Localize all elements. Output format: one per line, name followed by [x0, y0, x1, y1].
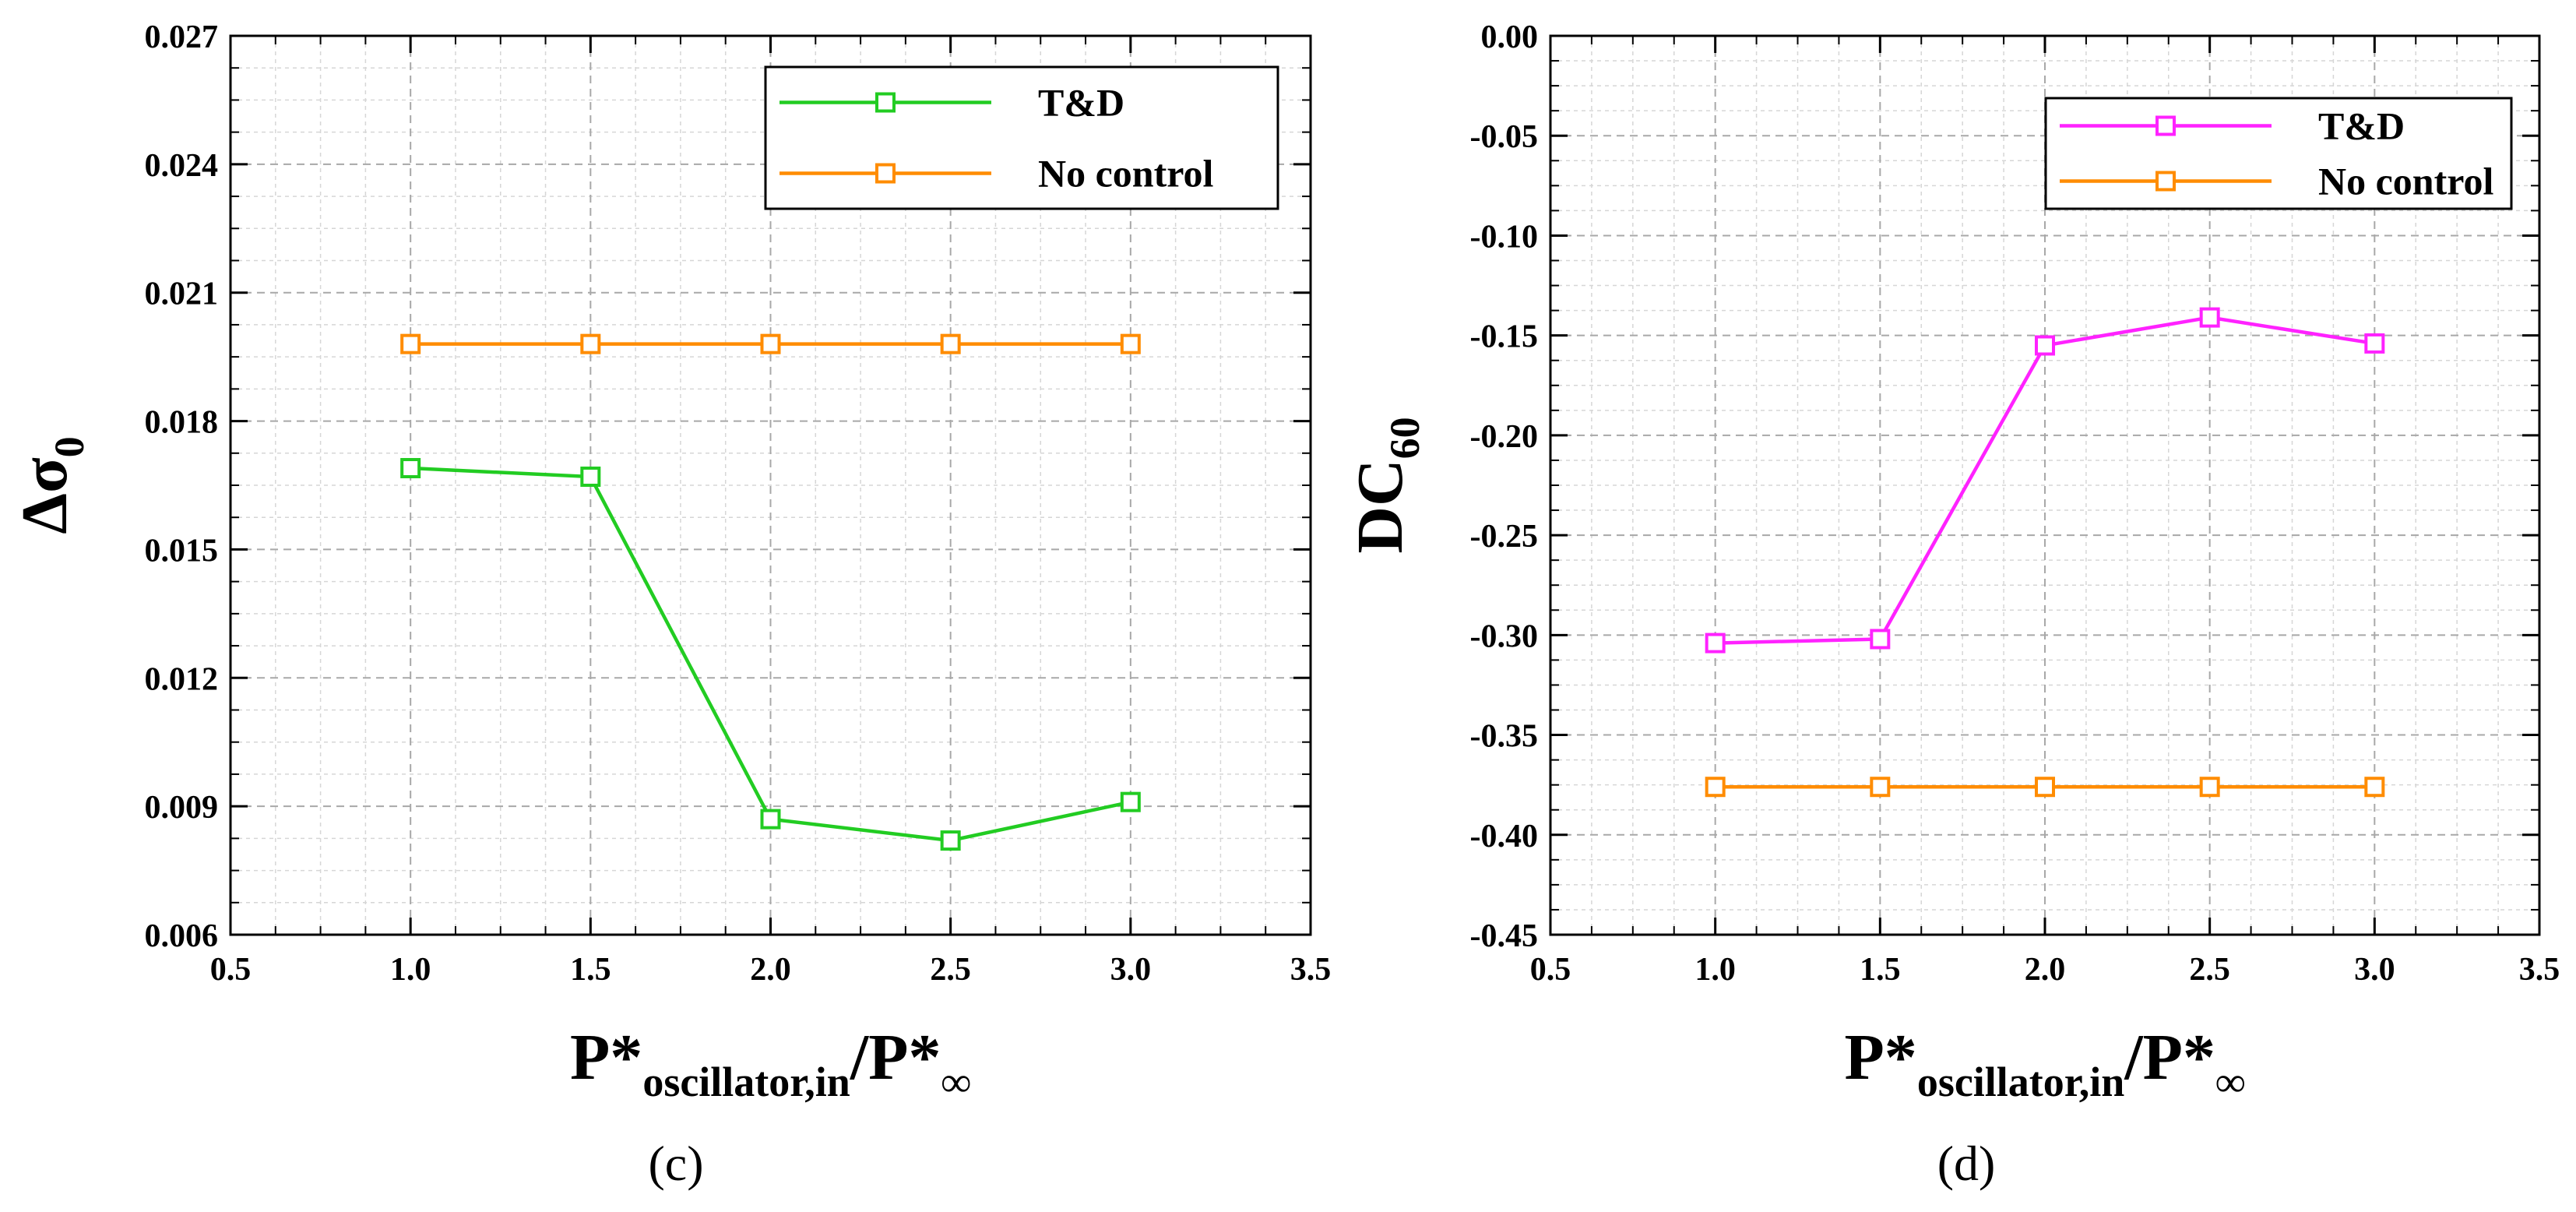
x-tick-label: 3.0: [2354, 952, 2395, 988]
x-tick-label: 3.5: [2519, 952, 2560, 988]
data-point: [1120, 333, 1141, 354]
y-tick-label: 0.006: [145, 918, 219, 954]
chart-panel-c: 0.5 1.0 1.5 2.0 2.5 3.0 3.5 0.006 0.009 0.012 0.01…: [9, 19, 1331, 1191]
x-axis-title-sub2: ∞: [2215, 1059, 2246, 1105]
x-axis-title-mid: /P*: [2124, 1021, 2215, 1094]
data-point: [1705, 632, 1726, 654]
legend-box: [764, 65, 1279, 210]
data-point: [760, 809, 781, 830]
legend-label: No control: [1038, 152, 1214, 196]
x-tick-label: 1.5: [1860, 952, 1901, 988]
x-axis-title: P*oscillator,in/P*∞: [570, 1021, 971, 1105]
series-no-control: [400, 333, 1141, 354]
data-point: [580, 467, 601, 488]
data-point: [1870, 629, 1891, 650]
x-axis-title-mid: /P*: [850, 1021, 941, 1094]
x-tick-label: 2.5: [930, 952, 971, 988]
y-axis-title: Δσ0: [9, 436, 93, 534]
data-point: [1870, 777, 1891, 798]
y-tick-label: -0.30: [1470, 618, 1539, 654]
y-tick-label: 0.009: [145, 790, 219, 826]
x-tick-label: 2.5: [2189, 952, 2230, 988]
panel-label: (d): [1937, 1136, 1996, 1191]
y-tick-label: -0.40: [1470, 819, 1539, 854]
data-point: [940, 830, 961, 851]
series-t-d: [400, 458, 1141, 851]
legend: T&D No control: [764, 65, 1279, 210]
y-tick-label: 0.00: [1481, 19, 1539, 55]
data-point: [1705, 777, 1726, 798]
x-tick-label: 0.5: [210, 952, 252, 988]
data-point: [1120, 791, 1141, 812]
x-tick-label: 3.0: [1110, 952, 1152, 988]
data-point: [2199, 777, 2220, 798]
y-tick-label: -0.25: [1470, 519, 1539, 555]
series-no-control: [1705, 777, 2385, 798]
y-tick-label: -0.20: [1470, 419, 1539, 455]
legend-label: T&D: [1038, 81, 1124, 125]
y-tick-label: -0.05: [1470, 119, 1539, 155]
y-axis-title-main: Δσ: [9, 457, 81, 534]
legend-box: [2044, 97, 2513, 210]
x-tick-label: 0.5: [1530, 952, 1571, 988]
data-point: [2364, 333, 2385, 354]
y-axis-title: DC60: [1344, 417, 1428, 553]
data-point: [2199, 307, 2220, 328]
legend-label: T&D: [2318, 104, 2405, 148]
data-point: [400, 458, 421, 479]
legend-swatch-marker: [2155, 171, 2176, 192]
x-tick-label: 3.5: [1290, 952, 1332, 988]
x-axis-title: P*oscillator,in/P*∞: [1845, 1021, 2246, 1105]
y-tick-label: -0.15: [1470, 319, 1539, 355]
y-tick-label: -0.45: [1470, 918, 1539, 954]
y-axis-title-sub: 60: [1381, 417, 1428, 459]
x-tick-label: 1.5: [570, 952, 611, 988]
legend-label: No control: [2318, 160, 2494, 203]
x-axis-title-sub2: ∞: [941, 1059, 972, 1105]
y-tick-label: 0.015: [145, 533, 219, 569]
legend: T&D No control: [2044, 97, 2513, 210]
x-axis-title-sub: oscillator,in: [1917, 1059, 2125, 1105]
plot-frame: [1549, 34, 2541, 936]
panel-label: (c): [648, 1136, 703, 1191]
y-tick-label: 0.018: [145, 405, 219, 441]
legend-swatch-marker: [875, 163, 896, 184]
x-axis-title-main: P*: [570, 1021, 642, 1094]
y-tick-label: -0.10: [1470, 219, 1539, 255]
x-tick-label: 2.0: [2025, 952, 2066, 988]
x-tick-label: 1.0: [390, 952, 431, 988]
y-tick-label: 0.027: [145, 19, 219, 55]
data-point: [2364, 777, 2385, 798]
y-tick-label: 0.024: [145, 148, 219, 184]
chart-panel-d: 0.5 1.0 1.5 2.0 2.5 3.0 3.5 -0.45 -0.40 -0.35 -0.3…: [1344, 19, 2560, 1191]
data-point: [2035, 335, 2055, 356]
data-point: [400, 333, 421, 354]
y-tick-label: -0.35: [1470, 719, 1539, 755]
data-point: [580, 333, 601, 354]
y-tick-label: 0.012: [145, 661, 219, 697]
x-axis-title-main: P*: [1845, 1021, 1917, 1094]
y-axis-title-main: DC: [1344, 459, 1416, 553]
x-axis-title-sub: oscillator,in: [642, 1059, 850, 1105]
x-tick-label: 1.0: [1694, 952, 1736, 988]
y-tick-label: 0.021: [145, 277, 219, 312]
data-point: [940, 333, 961, 354]
data-point: [2035, 777, 2055, 798]
x-tick-label: 2.0: [750, 952, 791, 988]
legend-swatch-marker: [2155, 115, 2176, 136]
series-t-d: [1705, 307, 2385, 654]
plot-frame: [229, 34, 1312, 936]
legend-swatch-marker: [875, 92, 896, 113]
data-point: [760, 333, 781, 354]
y-axis-title-sub: 0: [46, 436, 93, 457]
